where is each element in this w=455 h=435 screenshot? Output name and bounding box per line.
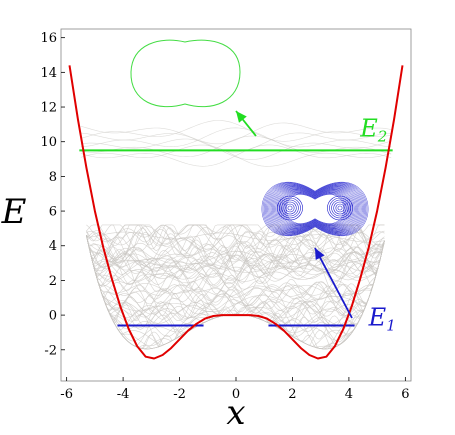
energy-level-layer: [79, 149, 393, 327]
arrow-e1-head: [315, 248, 325, 261]
y-tick-label: 12: [40, 101, 57, 116]
trajectory-line-upper: [80, 144, 392, 167]
trajectory-line-upper: [80, 132, 392, 153]
inset-orbit-e1: [262, 182, 368, 236]
trajectory-line: [86, 235, 385, 312]
inset-orbit-e1: [261, 181, 369, 237]
trajectory-line: [86, 235, 385, 282]
y-tick-label: 4: [49, 239, 57, 254]
y-tick-label: 10: [40, 135, 57, 150]
trajectory-line: [86, 235, 385, 281]
trajectory-line: [86, 235, 385, 282]
trajectory-line: [86, 235, 385, 263]
y-tick-label: 0: [49, 309, 57, 324]
trajectory-line: [86, 235, 385, 273]
energy-label-e1: E1: [368, 304, 396, 335]
inset-orbit-e2: [130, 39, 241, 108]
inset-orbit-e1: [267, 184, 363, 234]
x-tick-label: 0: [232, 387, 240, 402]
trajectory-line: [86, 235, 385, 264]
x-tick-label: 6: [401, 387, 409, 402]
y-tick-label: 8: [49, 170, 57, 185]
trajectory-bundle: [80, 120, 392, 350]
inset-orbit-e1-lobe: [333, 201, 347, 215]
trajectory-line: [86, 235, 385, 291]
inset-orbit-e1-lobe: [277, 195, 303, 221]
trajectory-line: [86, 235, 385, 285]
x-tick-label: -2: [173, 387, 186, 402]
energy-label-e2: E2: [359, 115, 387, 146]
y-tick-label: -2: [44, 343, 57, 358]
inset-orbit-e1: [269, 185, 361, 233]
trajectory-line: [86, 235, 385, 315]
inset-orbit-e1-lobe: [281, 199, 299, 217]
trajectory-line: [86, 235, 385, 324]
energy-label-e2-main: E: [359, 115, 378, 143]
arrow-e1: [314, 247, 353, 319]
y-tick-label: 16: [40, 31, 57, 46]
inset-orbit-e1-lobe: [331, 199, 349, 217]
inset-orbit-e1-lobe: [327, 195, 353, 221]
trajectory-line: [86, 235, 385, 278]
trajectory-line: [86, 235, 385, 292]
trajectory-line-upper: [80, 138, 392, 160]
y-tick-label: 14: [40, 66, 57, 81]
trajectory-line: [86, 230, 385, 259]
trajectory-line: [86, 235, 385, 284]
trajectory-line: [86, 235, 385, 322]
inset-orbit-e1-lobe: [287, 205, 293, 211]
x-axis-label: x: [226, 393, 245, 433]
inset-orbit-e1-lobe: [279, 197, 301, 219]
x-tick-label: -6: [60, 387, 73, 402]
trajectory-line: [86, 235, 385, 322]
x-tick-label: 4: [345, 387, 353, 402]
trajectory-line: [86, 235, 385, 307]
trajectory-line-upper: [80, 122, 392, 145]
trajectory-line-upper: [80, 127, 392, 148]
trajectory-line-upper: [80, 120, 392, 142]
inset-orbit-e1: [263, 183, 367, 235]
trajectory-line: [86, 235, 385, 273]
trajectory-line-upper: [80, 135, 392, 157]
trajectory-line: [86, 231, 385, 243]
y-axis-label: E: [1, 192, 27, 232]
energy-label-e2-sub: 2: [377, 128, 388, 146]
inset-orbit-e1: [266, 184, 364, 234]
potential-curve: [68, 65, 404, 360]
energy-label-e1-main: E: [368, 304, 387, 332]
trajectory-line-upper: [80, 144, 392, 167]
inset-orbit-e1-lobe: [283, 201, 297, 215]
inset-orbit-e1-lobe: [329, 197, 351, 219]
inset-orbit-e1: [270, 186, 360, 232]
x-tick-label: -4: [117, 387, 130, 402]
potential-curve-layer: [68, 65, 404, 360]
inset-orbit-e1-lobe: [335, 203, 345, 213]
y-tick-label: 6: [49, 205, 57, 220]
trajectory-line: [86, 235, 385, 294]
inset-orbit-e1-lobe: [337, 205, 343, 211]
y-tick-label: 2: [49, 274, 57, 289]
trajectory-line: [86, 235, 385, 316]
inset-orbit-e1: [265, 183, 365, 235]
inset-orbit-e1: [268, 185, 362, 233]
trajectory-line: [86, 235, 385, 271]
inset-orbit-e1-lobe: [285, 203, 295, 213]
arrow-e2-head: [236, 111, 247, 123]
energy-label-e1-sub: 1: [386, 317, 396, 335]
x-tick-label: 2: [288, 387, 296, 402]
